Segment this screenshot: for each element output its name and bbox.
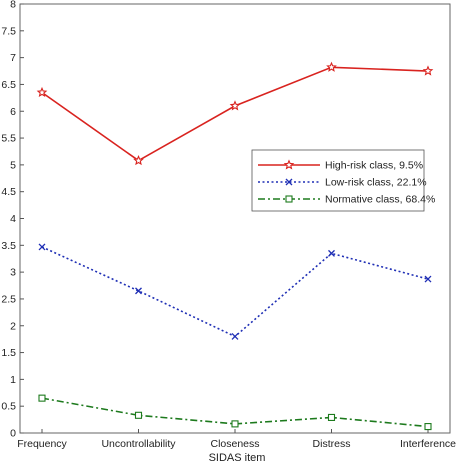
data-point xyxy=(38,394,46,402)
series-2 xyxy=(38,394,432,431)
series-line xyxy=(41,397,429,428)
data-point xyxy=(328,249,335,257)
y-tick-label: 6 xyxy=(10,106,16,118)
y-tick-label: 1.5 xyxy=(1,347,16,359)
legend-marker xyxy=(285,178,293,186)
legend-marker xyxy=(283,159,295,170)
legend: High-risk class, 9.5% Low-risk class, 22.… xyxy=(251,149,435,212)
x-tick-label: Closeness xyxy=(210,438,259,450)
data-point xyxy=(231,333,239,340)
data-point xyxy=(422,65,434,76)
data-point xyxy=(134,411,143,419)
data-point xyxy=(424,423,432,431)
y-tick-label: 5 xyxy=(10,159,16,171)
y-tick-label: 3.5 xyxy=(1,240,16,252)
y-tick-label: 3 xyxy=(10,267,16,279)
y-tick-label: 5.5 xyxy=(1,133,16,145)
x-axis-title: SIDAS item xyxy=(209,452,266,464)
x-tick-label: Distress xyxy=(313,438,351,450)
y-tick-label: 7 xyxy=(10,52,16,64)
data-point xyxy=(229,100,241,111)
legend-label: Low-risk class, 22.1% xyxy=(325,177,427,189)
data-point xyxy=(36,86,48,98)
data-point xyxy=(326,61,337,72)
y-tick-label: 2.5 xyxy=(1,293,16,305)
legend-label: High-risk class, 9.5% xyxy=(325,160,423,172)
y-tick-label: 8 xyxy=(10,0,16,11)
series-0 xyxy=(36,61,434,166)
plot-area xyxy=(19,3,451,434)
y-tick-label: 1 xyxy=(10,374,16,386)
y-axis: 0 0.5 1 1.5 2 2.5 3 3.5 4 4.5 5 5.5 6 6.5 7 7.5 8 xyxy=(1,0,24,440)
y-tick-label: 7.5 xyxy=(1,25,16,37)
y-tick-label: 4.5 xyxy=(1,186,16,198)
legend-box xyxy=(251,149,425,212)
data-point xyxy=(133,154,144,166)
x-axis: Frequency Uncontrollability Closeness Distr… xyxy=(17,429,456,450)
x-tick-label: Frequency xyxy=(17,438,67,450)
data-point xyxy=(327,413,336,421)
data-point xyxy=(38,243,46,251)
data-point xyxy=(135,287,142,295)
legend-label: Normative class, 68.4% xyxy=(325,194,435,206)
series-layer xyxy=(36,61,434,431)
legend-marker xyxy=(285,195,293,203)
y-tick-label: 6.5 xyxy=(1,79,16,91)
y-tick-label: 2 xyxy=(10,320,16,332)
y-tick-label: 0 xyxy=(10,428,16,440)
y-tick-label: 4 xyxy=(10,213,16,225)
x-tick-label: Interference xyxy=(400,438,456,450)
data-point xyxy=(424,275,432,283)
data-point xyxy=(231,420,239,428)
y-tick-label: 0.5 xyxy=(1,401,16,413)
x-tick-label: Uncontrollability xyxy=(101,438,176,450)
series-1 xyxy=(38,243,432,340)
